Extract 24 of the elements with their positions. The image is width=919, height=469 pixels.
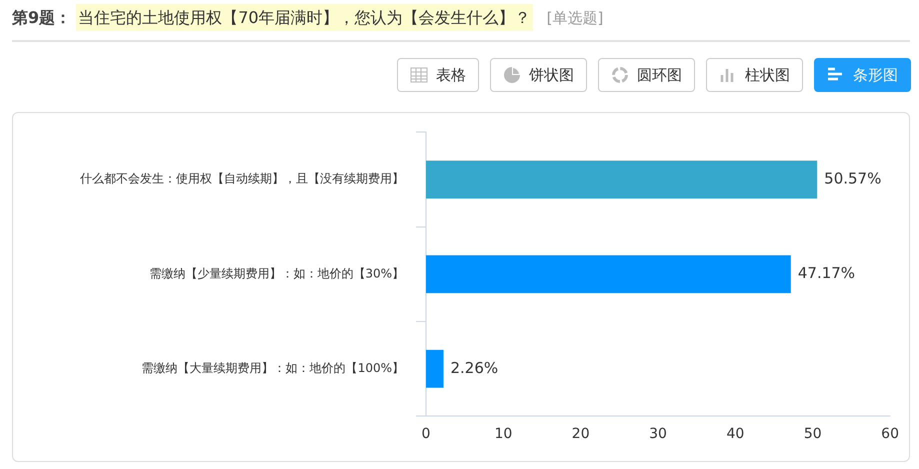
- text: 第9题：: [12, 8, 72, 27]
- text: 表格: [436, 66, 466, 84]
- data-label: 50.57%: [824, 169, 882, 188]
- data-label: 47.17%: [798, 264, 856, 282]
- x-tick-label: 30: [649, 426, 667, 442]
- text: 条形图: [853, 66, 898, 84]
- text: 饼状图: [529, 66, 574, 84]
- bar: [426, 255, 791, 294]
- y-tick-label: 需缴纳【大量续期费用】：如：地价的【100%】: [142, 360, 404, 375]
- x-tick-label: 50: [804, 426, 822, 442]
- x-tick-label: 10: [494, 426, 512, 442]
- y-tick-label: 什么都不会发生：使用权【自动续期】，且【没有续期费用】: [79, 172, 404, 186]
- text: 柱状图: [745, 66, 790, 84]
- data-label: 2.26%: [450, 358, 498, 377]
- x-tick-label: 40: [726, 426, 744, 442]
- x-tick-label: 60: [881, 426, 900, 442]
- bar: [426, 160, 818, 198]
- chart-subtitle: 当住宅的土地使用权【70年届满时】，您认为【会发生什么】？: [76, 4, 533, 31]
- x-tick-label: 0: [422, 426, 430, 442]
- text: 圆环图: [637, 66, 682, 84]
- x-tick-label: 20: [572, 426, 590, 442]
- text: [单选题]: [546, 9, 604, 27]
- bar: [426, 350, 444, 388]
- y-tick-label: 需缴纳【少量续期费用】：如：地价的【30%】: [149, 266, 404, 280]
